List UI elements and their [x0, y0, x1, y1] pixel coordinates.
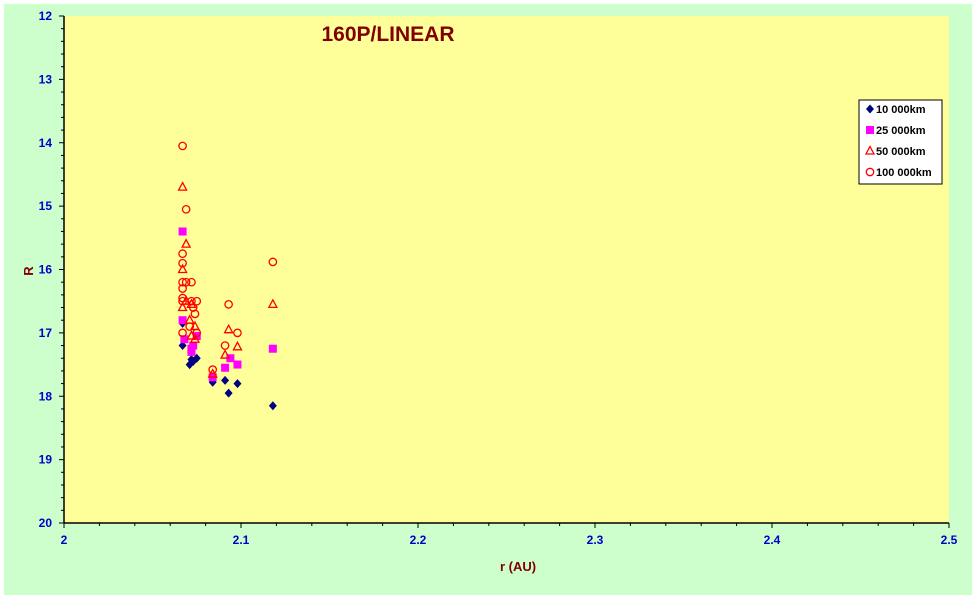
- x-tick-label: 2.4: [764, 533, 781, 547]
- legend-marker-triangle: [864, 145, 876, 155]
- y-tick-label: 17: [39, 326, 53, 340]
- y-tick-label: 12: [39, 9, 53, 23]
- y-tick-label: 13: [39, 72, 53, 86]
- data-point-circle: [192, 296, 202, 306]
- data-point-triangle: [177, 301, 188, 312]
- legend-marker-circle: [865, 167, 875, 177]
- data-point-square: [180, 335, 189, 344]
- data-point-triangle: [177, 263, 188, 274]
- data-point-square: [226, 354, 235, 363]
- data-point-circle: [178, 328, 187, 338]
- data-point-diamond: [192, 353, 201, 363]
- data-point-circle: [233, 328, 242, 338]
- data-point-circle: [187, 296, 196, 306]
- data-point-circle: [188, 303, 198, 312]
- data-point-diamond: [224, 388, 233, 398]
- data-point-triangle: [189, 333, 201, 343]
- legend: 10 000km 25 000km 50 000km 100 000km: [858, 99, 943, 185]
- data-point-square: [221, 363, 230, 372]
- x-axis-title: r (AU): [500, 559, 536, 574]
- data-point-circle: [224, 300, 233, 309]
- data-point-circle: [178, 296, 187, 306]
- data-point-circle: [178, 284, 187, 293]
- x-tick-label: 2: [61, 533, 68, 547]
- data-point-circle: [208, 365, 218, 374]
- legend-label: 25 000km: [876, 125, 926, 137]
- data-point-triangle: [267, 298, 278, 309]
- data-point-square: [268, 344, 277, 353]
- data-point-diamond: [221, 375, 230, 385]
- legend-label: 10 000km: [876, 104, 926, 116]
- chart-title: 160P/LINEAR: [321, 23, 454, 46]
- data-point-circle: [178, 258, 187, 268]
- data-point-circle: [190, 309, 200, 319]
- data-point-circle: [192, 328, 202, 338]
- x-tick-label: 2.2: [410, 533, 427, 547]
- x-tick-label: 2.3: [587, 533, 604, 547]
- data-point-circle: [178, 141, 187, 151]
- y-tick-label: 19: [39, 453, 53, 467]
- data-point-circle: [178, 277, 187, 287]
- legend-marker-diamond: [866, 104, 874, 114]
- y-tick-label: 18: [39, 389, 53, 403]
- data-point-diamond: [178, 341, 187, 351]
- data-point-circle: [220, 341, 230, 350]
- data-point-circle: [181, 204, 191, 214]
- data-point-square: [178, 316, 187, 325]
- data-point-triangle: [219, 349, 231, 359]
- data-point-square: [233, 360, 242, 369]
- chart-figure: 2 2.1 2.2 2.3 2.4 2.5 12 13 14 15 16 17 18 19 20 160P/…: [4, 4, 972, 595]
- x-tick-label: 2.5: [941, 533, 958, 547]
- data-point-triangle: [223, 323, 234, 334]
- data-point-square: [178, 227, 187, 236]
- legend-label: 50 000km: [876, 146, 926, 158]
- plot-area: [64, 16, 949, 523]
- legend-marker-square: [866, 126, 874, 134]
- data-point-triangle: [232, 340, 243, 351]
- data-point-circle: [187, 277, 196, 287]
- data-point-circle: [268, 257, 278, 267]
- data-point-triangle: [177, 181, 188, 191]
- scatter-chart: 2 2.1 2.2 2.3 2.4 2.5 12 13 14 15 16 17 18 19 20 160P/…: [21, 9, 958, 574]
- legend-label: 100 000km: [876, 167, 932, 179]
- data-point-diamond: [233, 379, 242, 389]
- x-tick-label: 2.1: [233, 533, 250, 547]
- data-point-circle: [178, 293, 187, 303]
- data-points: [177, 141, 278, 411]
- data-point-circle: [178, 249, 187, 259]
- data-point-diamond: [268, 401, 277, 411]
- data-point-circle: [181, 277, 191, 287]
- y-tick-label: 14: [39, 136, 53, 150]
- y-tick-label: 20: [39, 516, 53, 530]
- data-point-circle: [185, 322, 195, 331]
- y-tick-label: 15: [39, 199, 53, 213]
- y-tick-label: 16: [39, 263, 53, 277]
- y-axis-title: R: [21, 266, 36, 276]
- data-point-triangle: [181, 238, 192, 248]
- tick-labels: 2 2.1 2.2 2.3 2.4 2.5 12 13 14 15 16 17 18 19 20: [39, 9, 958, 547]
- data-point-square: [189, 341, 198, 350]
